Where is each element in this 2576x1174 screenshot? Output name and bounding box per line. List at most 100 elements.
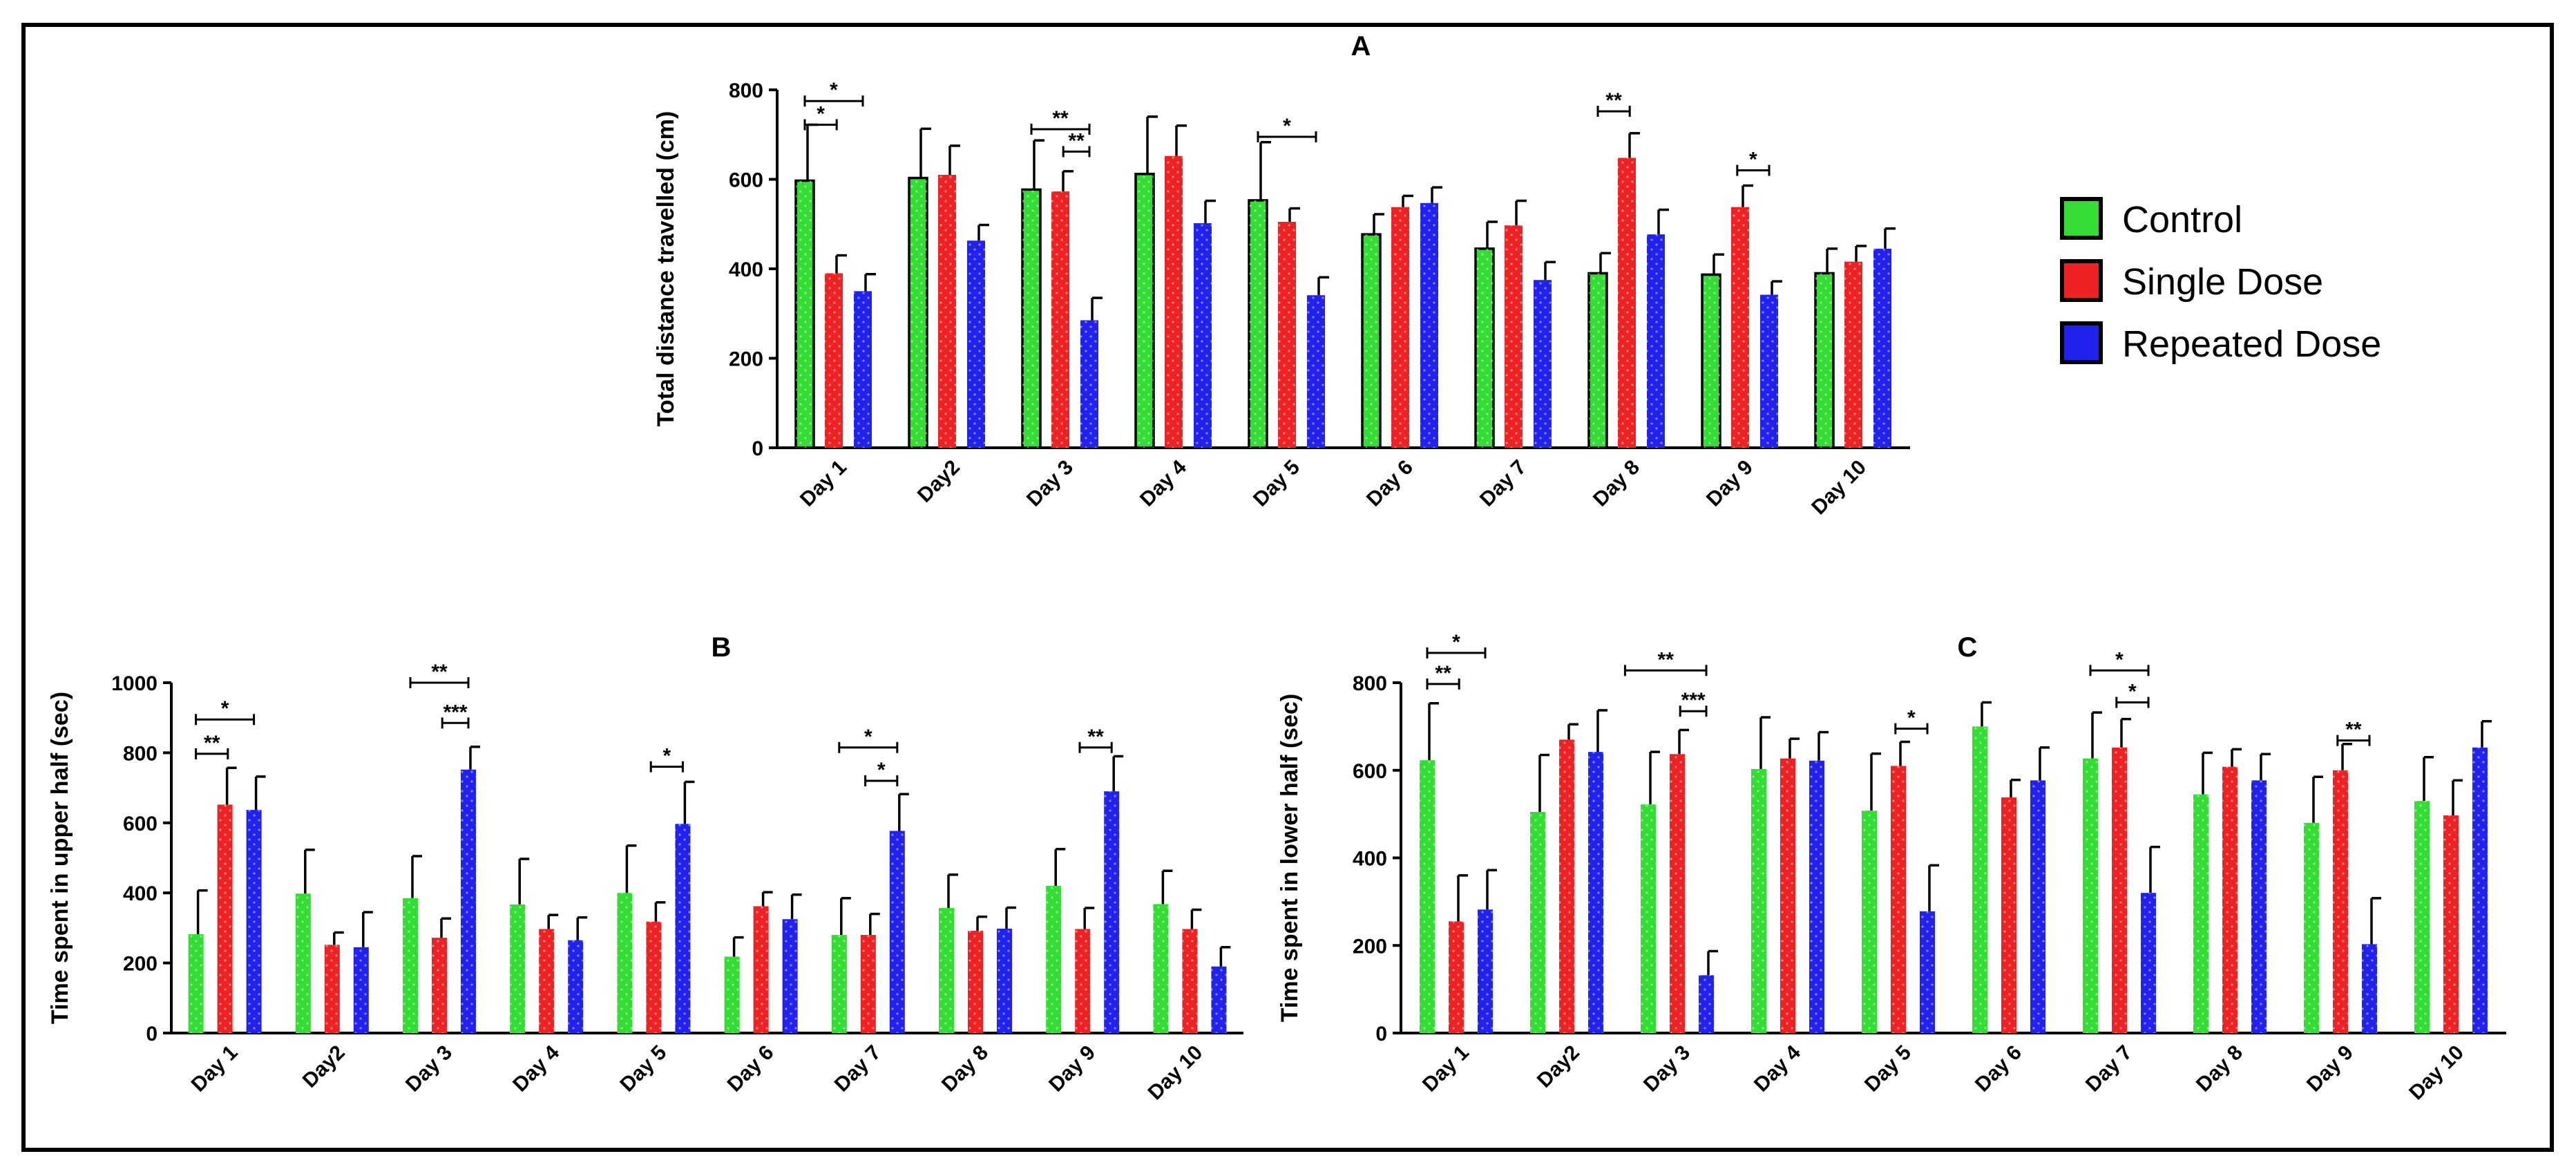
legend-swatch-single-dose	[2060, 259, 2103, 302]
panel-b-bar-repeated-dose-texture	[889, 831, 905, 1033]
panel-b-bar-single-dose-texture	[646, 921, 662, 1033]
panel-a-bar-single-dose-texture	[825, 273, 843, 448]
panel-b-bar-control-texture	[295, 893, 311, 1033]
panel-c-title: C	[1958, 632, 1978, 663]
panel-a-bar-control-texture	[1815, 273, 1833, 448]
panel-a-chart: A Total distance travelled (cm) 0 200 400 600…	[653, 31, 1910, 519]
panel-c-chart: C Time spent in lower half (sec) 0 200 400 60…	[1277, 631, 2506, 1104]
panel-c-bar-single-dose-texture	[2443, 815, 2459, 1033]
panel-a-y-tick-label: 400	[729, 258, 763, 281]
panel-a-bar-single-dose-texture	[1051, 191, 1069, 448]
legend-label-single-dose: Single Dose	[2122, 261, 2323, 303]
panel-c-bar-single-dose-texture	[2001, 797, 2016, 1033]
panel-c-bar-repeated-dose-texture	[2141, 893, 2156, 1033]
panel-c-bar-single-dose-texture	[1449, 921, 1464, 1033]
legend-label-control: Control	[2122, 199, 2242, 240]
panel-b-bar-control-texture	[831, 935, 847, 1033]
panel-a-bar-single-dose-texture	[1618, 158, 1636, 448]
panel-a-bar-control-texture	[909, 178, 927, 448]
panel-a-significance-label: *	[1749, 149, 1757, 171]
panel-b-y-tick-label: 1000	[111, 672, 158, 695]
panel-b-y-tick-label: 600	[123, 813, 158, 835]
panel-c-significance-label: *	[1907, 707, 1916, 730]
panel-b-bar-control-texture	[403, 898, 418, 1033]
panel-b-significance-label: ***	[443, 701, 468, 723]
panel-c-bar-repeated-dose-texture	[2030, 780, 2045, 1033]
panel-a-significance-label: **	[1068, 129, 1085, 152]
panel-c-bar-single-dose-texture	[2333, 770, 2348, 1033]
panel-c-significance-label: *	[2128, 681, 2137, 703]
panel-a-bar-repeated-dose-texture	[1647, 234, 1665, 448]
panel-a-bar-repeated-dose-texture	[1760, 294, 1778, 448]
panel-b-bar-repeated-dose-texture	[353, 947, 369, 1033]
panel-c-bar-repeated-dose-texture	[1809, 760, 1824, 1033]
panel-a-bar-control-texture	[1249, 200, 1267, 448]
panel-c-bar-repeated-dose-texture	[2362, 944, 2377, 1033]
panel-a-y-tick-label: 600	[729, 169, 763, 192]
panel-a-bar-control-texture	[796, 180, 814, 448]
panel-a-bar-single-dose-texture	[1731, 207, 1749, 448]
panel-c-bar-repeated-dose-texture	[2472, 747, 2488, 1033]
panel-b-significance-label: *	[221, 697, 229, 720]
panel-a-bar-control-texture	[1476, 248, 1494, 448]
panel-c-bar-repeated-dose-texture	[1478, 909, 1493, 1033]
panel-a-bar-single-dose-texture	[1505, 225, 1523, 448]
panel-c-bar-single-dose-texture	[1670, 754, 1685, 1033]
panel-a-bar-single-dose-texture	[1391, 207, 1409, 448]
panel-c-bar-single-dose-texture	[2222, 766, 2238, 1033]
panel-c-significance-label: *	[2115, 648, 2124, 671]
panel-c-bar-single-dose-texture	[2112, 747, 2127, 1033]
panel-b-bar-control-texture	[617, 893, 633, 1033]
panel-b-y-tick-label: 800	[123, 742, 158, 765]
panel-b-bar-single-dose-texture	[753, 906, 769, 1033]
panel-c-bar-control-texture	[1862, 811, 1877, 1033]
panel-b-bar-control-texture	[188, 934, 204, 1033]
panel-c-y-axis-title: Time spent in lower half (sec)	[1277, 694, 1303, 1023]
panel-c-y-tick-label: 0	[1375, 1023, 1387, 1045]
panel-b-bar-repeated-dose-texture	[675, 824, 691, 1033]
panel-b-bar-single-dose-texture	[968, 930, 983, 1033]
panel-a-title: A	[1351, 31, 1371, 61]
panel-b-bar-repeated-dose-texture	[782, 919, 798, 1033]
panel-c-y-tick-label: 200	[1353, 935, 1387, 958]
panel-b-bar-single-dose-texture	[1075, 929, 1091, 1033]
panel-a-significance-label: **	[1052, 107, 1069, 130]
panel-b-bar-single-dose-texture	[432, 938, 447, 1033]
panel-b-significance-label: **	[204, 732, 220, 755]
panel-b-y-tick-label: 200	[123, 953, 158, 976]
panel-b-bar-single-dose-texture	[539, 929, 555, 1033]
panel-c-significance-label: **	[1435, 662, 1451, 685]
panel-c-bar-control-texture	[1641, 804, 1656, 1033]
panel-b-significance-label: *	[864, 726, 872, 748]
panel-a-significance-label: **	[1605, 89, 1622, 112]
panel-c-bar-single-dose-texture	[1780, 758, 1795, 1033]
panel-b-bar-control-texture	[1153, 904, 1169, 1033]
panel-b-bar-control-texture	[724, 956, 740, 1033]
panel-b-bar-repeated-dose-texture	[1211, 966, 1227, 1033]
panel-a-bar-repeated-dose-texture	[1194, 223, 1212, 448]
panel-b-bar-repeated-dose-texture	[997, 928, 1012, 1033]
panel-a-y-tick-label: 200	[729, 348, 763, 371]
panel-b-significance-label: **	[1087, 726, 1104, 748]
panel-c-bar-control-texture	[2193, 794, 2208, 1033]
panel-a-bar-single-dose-texture	[1165, 155, 1183, 448]
panel-a-bar-control-texture	[1702, 274, 1720, 448]
panel-c-bar-single-dose-texture	[1891, 766, 1906, 1033]
panel-b-y-tick-label: 400	[123, 882, 158, 905]
panel-c-significance-label: *	[1452, 631, 1460, 654]
panel-c-significance-label: **	[1658, 648, 1675, 671]
panel-a-bar-repeated-dose-texture	[1307, 295, 1325, 448]
panel-a-bar-control-texture	[1136, 173, 1154, 448]
legend-label-repeated-dose: Repeated Dose	[2122, 323, 2381, 365]
panel-c-bar-repeated-dose-texture	[1588, 752, 1603, 1033]
panel-b-y-tick-label: 0	[146, 1023, 158, 1045]
panel-b-bar-control-texture	[939, 908, 954, 1033]
panel-b-bar-repeated-dose-texture	[246, 810, 262, 1033]
panel-b-bar-single-dose-texture	[860, 935, 876, 1033]
panel-c-bar-control-texture	[1751, 768, 1766, 1033]
panel-a-y-axis-title: Total distance travelled (cm)	[653, 111, 679, 427]
panel-a-significance-label: *	[1283, 115, 1291, 138]
panel-b-bar-repeated-dose-texture	[461, 769, 476, 1033]
panel-b-bar-control-texture	[1046, 886, 1062, 1033]
